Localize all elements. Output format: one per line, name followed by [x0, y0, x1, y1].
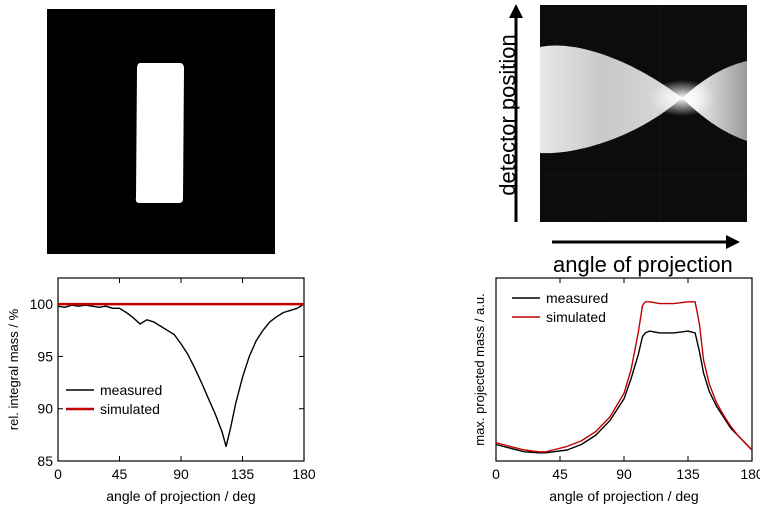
y-axis-label: rel. integral mass / %: [6, 308, 21, 430]
y-axis-label: max. projected mass / a.u.: [472, 293, 487, 445]
detector-position-label: detector position: [495, 34, 520, 196]
legend-label-measured: measured: [100, 382, 162, 398]
x-tick-label: 0: [492, 466, 500, 482]
phantom-shape: [135, 63, 184, 203]
x-tick-label: 180: [292, 466, 316, 482]
phantom-cross-section-image: [47, 9, 275, 254]
series-line-simulated: [495, 301, 753, 453]
plot-frame: [495, 277, 753, 462]
y-tick-label: 95: [37, 348, 53, 364]
plot-frame: [57, 277, 305, 462]
series-line-measured: [495, 330, 753, 454]
series-line-measured: [57, 303, 305, 448]
x-tick-label: 0: [54, 466, 62, 482]
sinogram-band-left: [540, 45, 682, 154]
legend-label-simulated: simulated: [546, 309, 606, 325]
x-axis-label: angle of projection / deg: [106, 488, 255, 504]
x-tick-label: 90: [616, 466, 632, 482]
x-tick-label: 45: [552, 466, 568, 482]
y-tick-label: 85: [37, 453, 53, 469]
sinogram-image: [540, 5, 747, 222]
sinogram-axes-arrows: [509, 4, 740, 249]
legend-label-measured: measured: [546, 290, 608, 306]
x-tick-label: 135: [676, 466, 700, 482]
y-tick-label: 90: [37, 401, 53, 417]
x-tick-label: 90: [173, 466, 189, 482]
legend-label-simulated: simulated: [100, 401, 160, 417]
angle-of-projection-label: angle of projection: [553, 252, 733, 277]
x-tick-label: 135: [231, 466, 255, 482]
max-projected-mass-chart: 0 45 90 135 180 angle of projection / deg max.…: [472, 277, 760, 504]
relative-integral-mass-chart: 0 45 90 135 180 85 90 95 100 angle of projection …: [6, 277, 316, 504]
x-axis-label: angle of projection / deg: [549, 488, 698, 504]
x-tick-label: 45: [112, 466, 128, 482]
x-tick-label: 180: [740, 466, 760, 482]
y-tick-label: 100: [30, 296, 54, 312]
